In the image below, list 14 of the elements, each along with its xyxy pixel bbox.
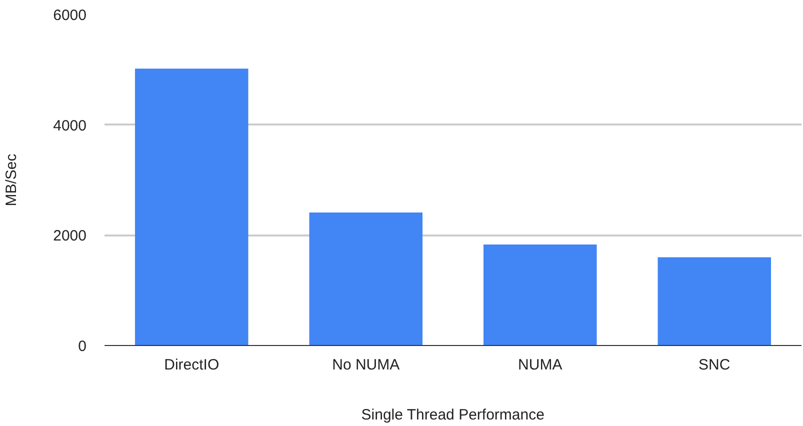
y-axis-title: MB/Sec <box>3 153 20 206</box>
y-tick-label: 6000 <box>53 7 87 24</box>
y-tick-label: 2000 <box>53 228 87 245</box>
y-tick-label: 0 <box>78 338 86 355</box>
x-tick-label: No NUMA <box>332 356 400 374</box>
bar <box>483 244 597 346</box>
bar <box>309 212 423 346</box>
bar <box>134 68 248 346</box>
x-tick-label: SNC <box>698 356 730 374</box>
bar <box>658 257 772 346</box>
x-tick-label: NUMA <box>518 356 562 374</box>
y-tick-label: 4000 <box>53 117 87 134</box>
x-tick-label: DirectIO <box>164 356 220 374</box>
x-axis-title: Single Thread Performance <box>361 406 544 424</box>
